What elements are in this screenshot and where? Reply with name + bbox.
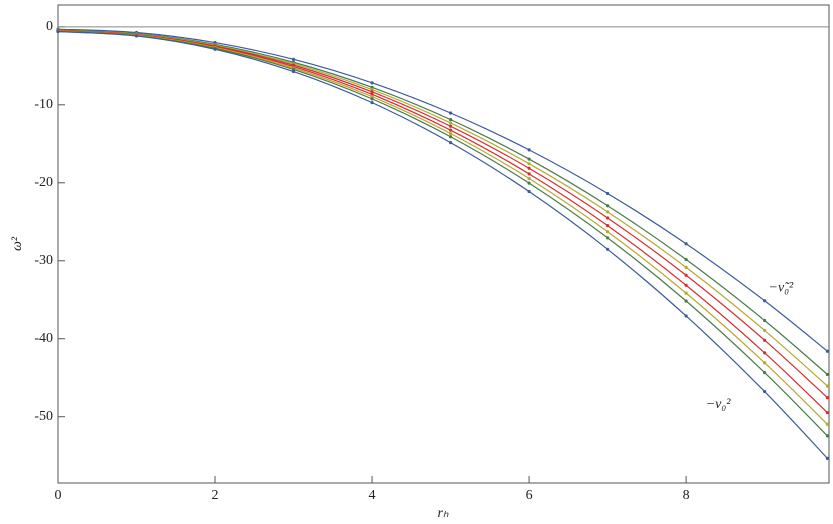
point bbox=[684, 291, 688, 295]
point bbox=[605, 230, 610, 234]
x-tick-label: 6 bbox=[526, 488, 533, 503]
x-tick-label: 4 bbox=[369, 488, 376, 503]
point bbox=[527, 176, 531, 181]
point bbox=[370, 88, 374, 92]
point bbox=[370, 92, 374, 96]
series-line bbox=[57, 30, 828, 459]
series-line bbox=[57, 30, 828, 414]
point bbox=[370, 81, 374, 85]
y-tick-label: -40 bbox=[34, 331, 53, 346]
point bbox=[825, 396, 830, 400]
point bbox=[370, 101, 374, 105]
point bbox=[605, 223, 610, 228]
point bbox=[763, 370, 767, 375]
y-tick-label: 0 bbox=[46, 19, 53, 34]
point bbox=[448, 135, 453, 139]
point bbox=[605, 204, 610, 208]
point bbox=[527, 148, 531, 152]
point bbox=[370, 90, 374, 94]
point bbox=[370, 85, 374, 89]
point bbox=[370, 95, 374, 99]
point bbox=[448, 141, 453, 145]
point bbox=[448, 118, 453, 122]
plot-frame bbox=[57, 4, 830, 484]
series-line bbox=[57, 29, 828, 375]
point bbox=[684, 283, 688, 287]
point bbox=[527, 162, 531, 166]
y-tick-label: -20 bbox=[34, 175, 53, 190]
point bbox=[605, 247, 610, 251]
point bbox=[684, 314, 688, 318]
x-tick-label: 8 bbox=[683, 488, 690, 503]
point bbox=[763, 351, 767, 355]
x-tick-label: 0 bbox=[55, 488, 62, 503]
series-line bbox=[57, 30, 828, 437]
point bbox=[527, 189, 531, 194]
point bbox=[684, 299, 688, 303]
point bbox=[134, 34, 139, 38]
annotation: −ν̃₀² bbox=[769, 280, 795, 295]
point bbox=[684, 257, 688, 262]
point bbox=[448, 121, 453, 125]
point bbox=[56, 29, 60, 34]
series-line bbox=[57, 29, 828, 387]
point bbox=[825, 434, 830, 438]
series-line bbox=[57, 28, 828, 352]
annotation: −ν₀² bbox=[706, 397, 732, 412]
y-tick-label: -50 bbox=[34, 409, 53, 424]
point bbox=[605, 191, 610, 196]
point bbox=[605, 236, 610, 240]
point bbox=[448, 128, 453, 132]
point bbox=[825, 456, 830, 460]
point bbox=[763, 299, 767, 303]
point bbox=[605, 210, 610, 214]
point bbox=[448, 131, 453, 136]
point bbox=[763, 318, 767, 323]
point bbox=[291, 57, 296, 61]
point bbox=[763, 361, 767, 365]
point bbox=[527, 157, 531, 161]
point bbox=[448, 111, 453, 115]
point bbox=[448, 124, 453, 128]
point bbox=[825, 349, 830, 353]
x-tick-label: 2 bbox=[212, 488, 219, 503]
series-line bbox=[57, 30, 828, 425]
point bbox=[825, 384, 830, 388]
point bbox=[527, 181, 531, 185]
point bbox=[763, 328, 767, 332]
y-tick-label: -10 bbox=[34, 97, 53, 112]
point bbox=[763, 389, 767, 394]
point bbox=[684, 242, 688, 246]
point bbox=[213, 47, 217, 51]
point bbox=[291, 69, 296, 74]
point bbox=[684, 273, 688, 277]
point bbox=[825, 372, 830, 377]
point bbox=[527, 172, 531, 176]
point bbox=[684, 265, 688, 269]
point bbox=[370, 97, 374, 101]
point bbox=[825, 411, 830, 415]
point bbox=[527, 166, 531, 170]
point bbox=[825, 422, 830, 426]
series-line bbox=[57, 30, 828, 399]
y-tick-label: -30 bbox=[34, 253, 53, 268]
x-axis-label: rₕ bbox=[437, 506, 448, 521]
point bbox=[605, 216, 610, 220]
y-axis-label: ω² bbox=[10, 236, 25, 251]
point bbox=[763, 338, 767, 342]
